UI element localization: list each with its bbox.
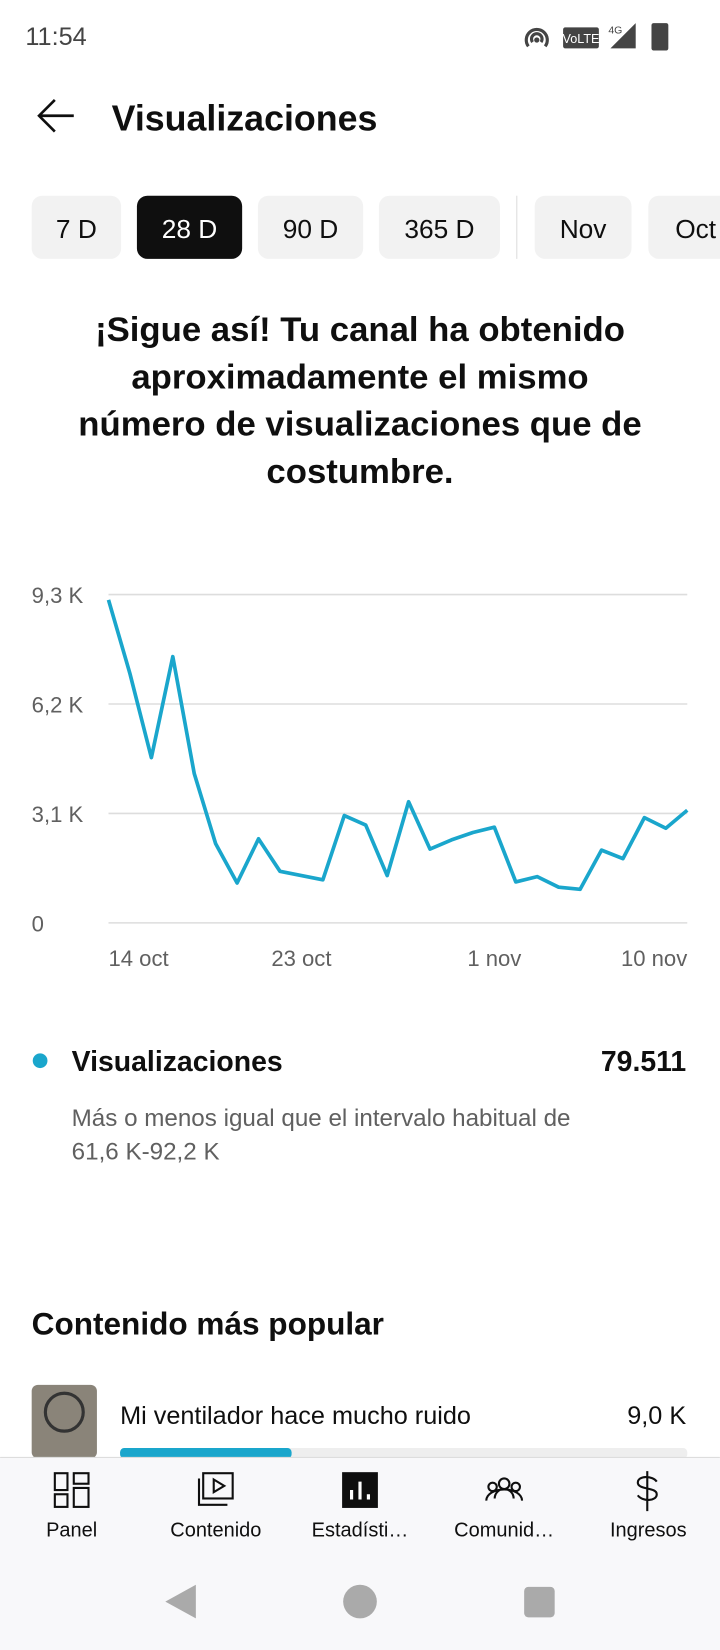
progress-fill bbox=[120, 1447, 292, 1459]
nav-label[interactable]: Estadísti… bbox=[312, 1519, 409, 1541]
filter-chip[interactable] bbox=[378, 195, 500, 259]
icon-panel bbox=[72, 1472, 90, 1485]
message-line: número de visualizaciones que de bbox=[78, 406, 641, 444]
filter-bar: 7 D 28 D 90 D 365 D Nov Oct bbox=[31, 195, 720, 259]
filter-label: 90 D bbox=[283, 214, 339, 244]
nav-label[interactable]: Panel bbox=[46, 1519, 97, 1541]
filter-chip[interactable] bbox=[31, 195, 122, 259]
icon-content bbox=[202, 1472, 234, 1500]
nav-label[interactable]: Contenido bbox=[170, 1519, 261, 1541]
back-button[interactable] bbox=[37, 99, 74, 133]
signal-icon bbox=[610, 23, 636, 49]
thumbnail-art bbox=[43, 1391, 85, 1433]
filter-label: 365 D bbox=[404, 214, 474, 244]
y-tick-label: 0 bbox=[32, 911, 44, 936]
message-line: ¡Sigue así! Tu canal ha obtenido bbox=[95, 311, 625, 349]
icon-analytics-bars bbox=[350, 1481, 370, 1500]
filter-chip[interactable] bbox=[534, 195, 632, 259]
nav-labels: Panel Contenido Estadísti… Comunid… Ingresos bbox=[46, 1519, 687, 1541]
android-recents[interactable] bbox=[524, 1586, 555, 1618]
filter-chip[interactable] bbox=[257, 195, 364, 259]
status-time: 11:54 bbox=[25, 23, 86, 51]
volte-badge bbox=[563, 27, 599, 49]
filter-chip[interactable] bbox=[136, 195, 243, 259]
nav-label[interactable]: Ingresos bbox=[610, 1519, 687, 1541]
x-tick-label: 23 oct bbox=[271, 946, 331, 971]
android-back[interactable] bbox=[165, 1584, 196, 1619]
battery-icon bbox=[651, 23, 669, 51]
icon-community bbox=[487, 1481, 498, 1493]
x-tick-label: 14 oct bbox=[109, 946, 169, 971]
android-home[interactable] bbox=[343, 1584, 377, 1619]
icon-revenue bbox=[636, 1471, 658, 1512]
video-views: 9,0 K bbox=[627, 1402, 686, 1430]
icon-panel bbox=[72, 1486, 90, 1508]
hotspot-icon bbox=[524, 27, 549, 48]
signal-text: 4G bbox=[608, 25, 622, 37]
summary-text: 61,6 K-92,2 K bbox=[72, 1139, 220, 1166]
x-tick-label: 10 nov bbox=[621, 946, 687, 971]
volte-text: VoLTE bbox=[563, 32, 600, 46]
icon-panel bbox=[53, 1472, 69, 1492]
icon-panel bbox=[53, 1493, 69, 1508]
message-line: costumbre. bbox=[266, 453, 453, 491]
icon-community bbox=[510, 1481, 522, 1493]
section-title: Contenido más popular bbox=[32, 1305, 384, 1341]
filter-label: 28 D bbox=[162, 214, 218, 244]
video-row[interactable]: Mi ventilador hace mucho ruido 9,0 K bbox=[31, 1384, 688, 1459]
thumbnail bbox=[31, 1384, 97, 1459]
total-views: 79.511 bbox=[601, 1046, 686, 1078]
nav-label[interactable]: Comunid… bbox=[454, 1519, 554, 1541]
line-series bbox=[106, 599, 689, 892]
legend-dot bbox=[32, 1053, 48, 1069]
y-tick-label: 9,3 K bbox=[32, 583, 84, 608]
page-title: Visualizaciones bbox=[112, 98, 378, 138]
filter-chip[interactable] bbox=[648, 195, 720, 259]
filter-label: Nov bbox=[560, 214, 608, 244]
y-tick-label: 3,1 K bbox=[32, 802, 84, 827]
summary-text: Más o menos igual que el intervalo habit… bbox=[72, 1105, 571, 1132]
icon-community bbox=[497, 1477, 511, 1491]
chart: 0 3,1 K 6,2 K 9,3 K 14 oct 23 oct 1 nov 10 nov bbox=[32, 583, 689, 971]
message-line: aproximadamente el mismo bbox=[131, 358, 588, 396]
filter-label: 7 D bbox=[56, 214, 97, 244]
y-tick-label: 6,2 K bbox=[32, 692, 84, 717]
hotspot-dot bbox=[534, 37, 540, 43]
message: ¡Sigue así! Tu canal ha obtenido aproxima… bbox=[78, 311, 641, 491]
video-title: Mi ventilador hace mucho ruido bbox=[120, 1402, 471, 1430]
x-tick-label: 1 nov bbox=[467, 946, 521, 971]
legend-label: Visualizaciones bbox=[72, 1046, 283, 1078]
nav-icons bbox=[53, 1471, 658, 1512]
icon-content bbox=[197, 1477, 228, 1506]
filter-label: Oct bbox=[675, 214, 717, 244]
